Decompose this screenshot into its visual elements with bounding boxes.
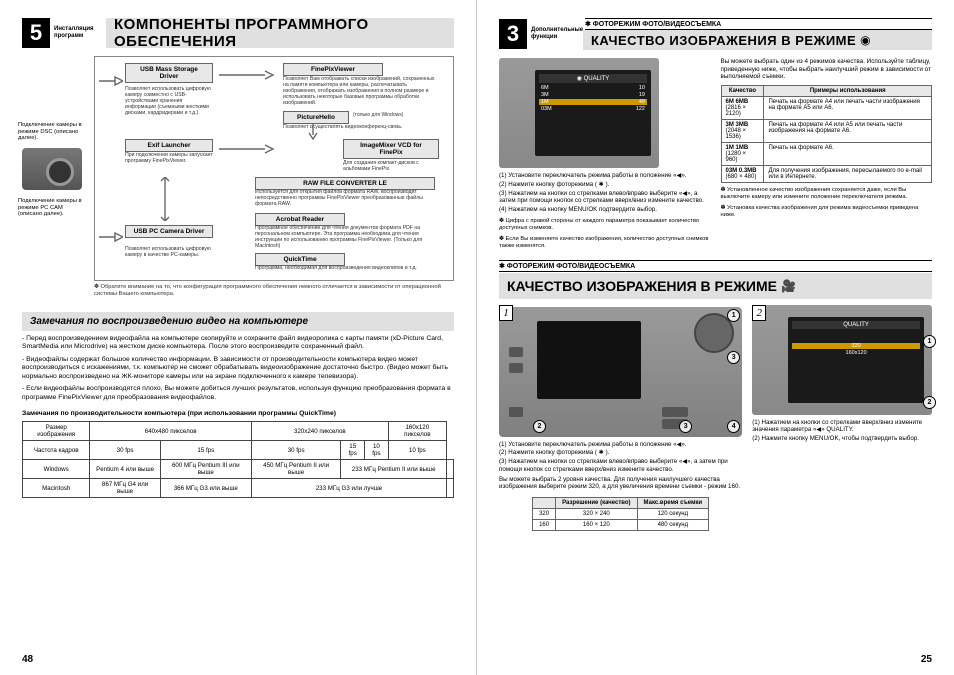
callout-3: 3 [727,351,740,364]
resolution-table: Разрешение (качество)Макс.время съемки 3… [532,497,709,531]
section-title-2: КАЧЕСТВО ИЗОБРАЖЕНИЯ В РЕЖИМЕ [507,278,777,294]
page-left: 5 Инсталляция программ КОМПОНЕНТЫ ПРОГРА… [0,0,477,675]
desc-usb-mass: Позволяет использовать цифровую камеру с… [125,87,213,117]
lcd-mock-2: QUALITY 320 160x120 1 2 [752,305,932,415]
arrow-icon [99,75,123,87]
steps-list-2: (1) Установите переключатель режима рабо… [499,441,742,492]
perf-title: Замечания по производительности компьюте… [22,410,454,417]
arrow-icon [219,69,277,81]
title-bar: КОМПОНЕНТЫ ПРОГРАММНОГО ОБЕСПЕЧЕНИЯ [106,18,454,48]
chapter-subtitle: Инсталляция программ [54,26,106,39]
desc-usb-cam: Позволяет использовать цифровую камеру в… [125,247,213,259]
note-2a: ✽ Установленное качество изображения сох… [721,187,933,201]
camera-back-illustration: 1 3 4 2 3 [499,307,742,437]
body-para-2: - Видеофайлы содержат большое количество… [22,356,454,381]
callout-2: 2 [533,420,546,433]
perf-row-fps: Частота кадров [23,441,90,460]
note-picturehello: (только для Windows) [353,113,423,119]
box-usb-cam: USB PC Camera Driver [125,225,213,238]
software-diagram: USB Mass Storage Driver Позволяет исполь… [94,56,454,281]
camera-thumb-icon [22,148,82,190]
callout-s2-1: 1 [923,335,936,348]
video-icon: 🎥 [781,279,796,293]
steps-list-1: (1) Установите переключатель режима рабо… [499,172,711,214]
callout-1: 1 [727,309,740,322]
lcd-mock: ◉ QUALITY 6M10 3M19 1M49 03M122 [499,58,659,168]
note-2b: ✽ Установка качества изображения для реж… [721,205,933,219]
step-number-1: 1 [499,305,513,321]
section-playback-title: Замечания по воспроизведению видео на ко… [22,312,454,331]
mode-tag-2: ✱ ФОТОРЕЖИМ ФОТО/ВИДЕОСЪЕМКА [499,260,932,272]
callout-s2-2: 2 [923,396,936,409]
lcd-screen: ◉ QUALITY 6M10 3M19 1M49 03M122 [535,70,651,156]
arrow-down-icon [307,123,319,141]
header-left: 5 Инсталляция программ КОМПОНЕНТЫ ПРОГРА… [22,18,454,48]
body-para-3: - Если видеофайлы воспроизводятся плохо,… [22,385,454,402]
note-1a: ✽ Цифра с правой стороны от каждого пара… [499,218,711,232]
desc-rawconv: Используется для открытия файлов формата… [255,190,435,208]
quality-section: ◉ QUALITY 6M10 3M19 1M49 03M122 (1) Уста… [499,58,932,250]
page-right: 3 Дополнительные функции ✱ ФОТОРЕЖИМ ФОТ… [477,0,954,675]
steps-list-3: (1) Нажатием на кнопки со стрелками ввер… [752,419,932,443]
callout-4: 4 [727,420,740,433]
chapter-number: 3 [499,19,527,49]
video-steps-row: 1 1 3 4 2 3 (1) Установите переключатель… [499,305,932,532]
header-right: 3 Дополнительные функции ✱ ФОТОРЕЖИМ ФОТ… [499,18,932,50]
perf-col-640: 640x480 пикселов [90,422,251,441]
quality-intro: Вы можете выбрать один из 4 режимов каче… [721,58,933,81]
perf-row-size: Размер изображения [23,422,90,441]
video-quality-header: ✱ ФОТОРЕЖИМ ФОТО/ВИДЕОСЪЕМКА КАЧЕСТВО ИЗ… [499,260,932,299]
page-title: КОМПОНЕНТЫ ПРОГРАММНОГО ОБЕСПЕЧЕНИЯ [114,16,454,50]
body-para-1: - Перед воспроизведением видеофайла на к… [22,335,454,352]
lcd-screen-2: QUALITY 320 160x120 [788,317,924,403]
desc-finepixviewer: Позволяет Вам отображать списки изображе… [283,77,439,107]
page-number: 25 [921,654,932,665]
conn-label-pccam: Подключение камеры в режиме PC CAM (опис… [18,198,88,218]
box-usb-mass: USB Mass Storage Driver [125,63,213,83]
perf-row-mac: Macintosh [23,479,90,498]
perf-row-windows: Windows [23,460,90,479]
perf-table: Размер изображения 640x480 пикселов 320x… [22,421,454,498]
conn-label-dsc: Подключение камеры в режиме DSC (описано… [18,122,88,142]
perf-col-320: 320x240 пикселов [251,422,388,441]
arrow-icon [99,231,123,243]
arrow-vert-icon [159,177,171,221]
page-number: 48 [22,654,33,665]
desc-quicktime: Программа, необходимая для воспроизведен… [255,266,439,272]
diagram-note: ✽ Обратите внимание на то, что конфигура… [94,284,454,298]
box-exif: Exif Launcher [125,139,213,152]
chapter-number: 5 [22,18,50,48]
chapter-subtitle: Дополнительные функции [531,27,583,40]
note-1b: ✽ Если Вы изменяете качество изображения… [499,236,711,250]
arrow-icon [219,143,277,155]
step-number-2: 2 [752,305,766,321]
perf-col-160: 160x120 пикселов [388,422,446,441]
quality-table: КачествоПримеры использования 6M 6MB(281… [721,85,933,183]
desc-picturehello: Позволяет осуществлять видеоконференц-св… [283,125,433,131]
desc-acrobat: Программное обеспечение для чтения докум… [255,226,439,250]
camera-icon: ◉ [860,33,870,47]
page-title: КАЧЕСТВО ИЗОБРАЖЕНИЯ В РЕЖИМЕ [591,33,856,48]
box-finepixviewer: FinePixViewer [283,63,383,76]
desc-imagemixer: Для создания компакт-дисков с альбомами … [343,161,439,173]
mode-tag: ✱ ФОТОРЕЖИМ ФОТО/ВИДЕОСЪЕМКА [585,18,932,30]
desc-exif: При подключении камеры запускает програм… [125,153,213,165]
box-imagemixer: ImageMixer VCD for FinePix [343,139,439,159]
callout-3b: 3 [679,420,692,433]
